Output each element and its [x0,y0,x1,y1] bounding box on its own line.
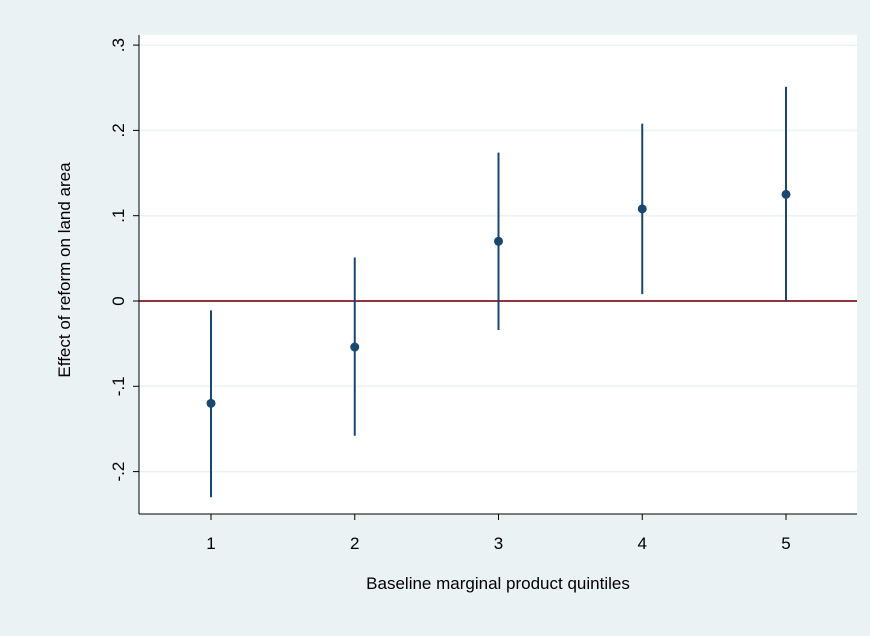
point-estimate-3 [494,236,503,246]
point-estimates [206,189,791,408]
y-tick-label: .2 [109,123,128,137]
y-axis-label: Effect of reform on land area [55,162,74,378]
point-estimate-4 [637,204,647,214]
y-tick-label: .3 [109,38,128,52]
y-tick-label: .1 [109,209,128,223]
x-tick-label: 5 [781,534,790,553]
x-tick-label: 3 [494,534,503,553]
point-estimate-2 [350,342,360,352]
y-tick-label: -.2 [109,462,128,482]
point-estimate-5 [781,189,791,199]
x-tick-label: 4 [638,534,647,553]
y-axis-ticks: -.2 -.1 0 .1 .2 .3 [109,38,139,482]
x-tick-label: 2 [350,534,359,553]
y-tick-label: 0 [109,296,128,305]
x-axis-ticks: 1 2 3 4 5 [206,514,791,553]
x-axis-label: Baseline marginal product quintiles [366,574,630,593]
x-tick-label: 1 [206,534,215,553]
y-tick-label: -.1 [109,376,128,396]
point-estimate-1 [206,398,216,408]
